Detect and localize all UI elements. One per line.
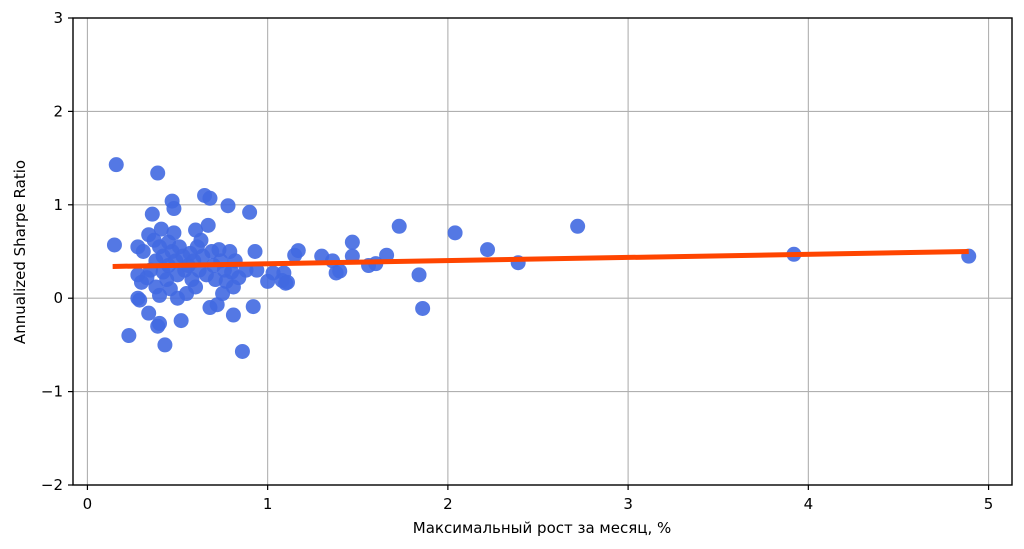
data-point xyxy=(200,217,216,233)
data-point xyxy=(153,221,169,237)
data-point xyxy=(480,242,496,258)
regression-line xyxy=(112,249,969,269)
data-point xyxy=(332,263,348,279)
data-point xyxy=(144,206,160,222)
y-tick-label: −1 xyxy=(41,383,63,401)
data-point xyxy=(202,190,218,206)
regression-line-path xyxy=(112,249,969,269)
y-tick-label: 3 xyxy=(53,9,63,27)
data-point xyxy=(135,244,151,259)
y-axis-label: Annualized Sharpe Ratio xyxy=(11,160,29,344)
data-point xyxy=(225,307,241,323)
data-point xyxy=(415,300,431,316)
x-tick-label: 1 xyxy=(263,495,273,513)
data-point xyxy=(106,237,122,253)
data-point xyxy=(141,305,157,321)
x-tick-label: 0 xyxy=(83,495,93,513)
axes-frame xyxy=(72,17,1013,486)
data-point xyxy=(209,297,225,313)
data-point xyxy=(188,279,204,295)
data-point xyxy=(570,218,586,234)
data-point xyxy=(447,225,463,241)
data-point xyxy=(108,157,124,173)
data-point xyxy=(193,232,209,248)
data-point xyxy=(132,292,148,308)
x-tick-label: 5 xyxy=(984,495,994,513)
data-point xyxy=(173,313,189,329)
y-tick-label: 1 xyxy=(53,196,63,214)
data-point xyxy=(234,343,250,359)
data-point xyxy=(166,225,182,241)
data-point xyxy=(245,299,261,315)
data-point xyxy=(247,244,263,259)
x-axis-label: Максимальный рост за месяц, % xyxy=(413,519,672,537)
y-tick-label: 2 xyxy=(53,102,63,120)
data-point xyxy=(215,286,231,302)
data-point xyxy=(391,218,407,234)
data-point xyxy=(379,247,395,263)
data-point xyxy=(411,267,427,283)
data-point xyxy=(121,328,137,344)
data-point xyxy=(242,204,258,220)
data-point xyxy=(220,198,236,214)
y-axis-ticks: −2 −1 0 1 2 3 xyxy=(41,9,73,494)
data-point xyxy=(344,234,360,250)
data-point xyxy=(152,315,168,331)
y-tick-label: 0 xyxy=(53,289,63,307)
data-point xyxy=(150,165,166,181)
data-point xyxy=(166,201,182,217)
data-point xyxy=(279,274,295,290)
data-point xyxy=(152,287,168,303)
x-tick-label: 4 xyxy=(804,495,814,513)
x-axis-ticks: 0 1 2 3 4 5 xyxy=(83,485,994,513)
x-tick-label: 2 xyxy=(443,495,453,513)
x-tick-label: 3 xyxy=(623,495,633,513)
data-point xyxy=(157,337,173,353)
data-point xyxy=(290,243,306,259)
y-tick-label: −2 xyxy=(41,476,63,494)
